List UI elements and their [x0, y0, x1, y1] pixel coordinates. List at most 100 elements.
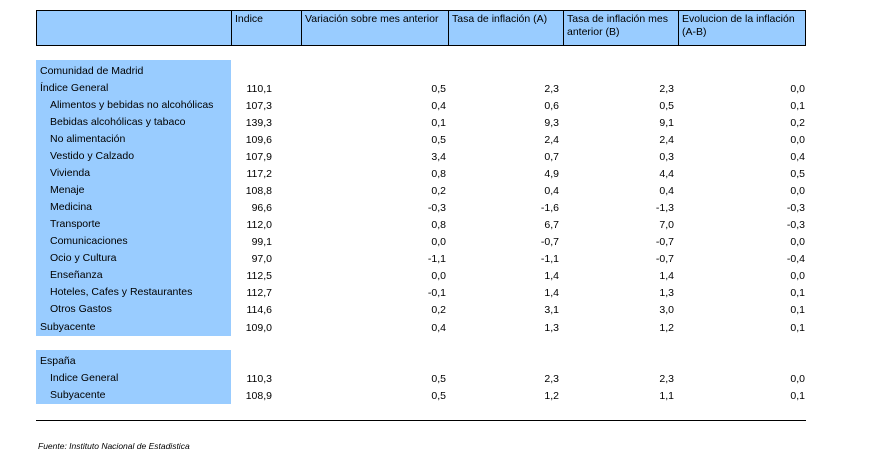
row-value: 0,0 [790, 373, 805, 385]
row-label: Medicina [50, 201, 93, 213]
row-value: 7,0 [659, 219, 674, 231]
row-value: 0,4 [544, 185, 559, 197]
row-value: 2,3 [659, 83, 674, 95]
table-row: Transporte 112,0 0,8 6,7 7,0 -0,3 [36, 216, 806, 233]
row-value: 0,0 [431, 270, 446, 282]
row-label: Vivienda [50, 167, 91, 179]
row-value: 0,1 [790, 287, 805, 299]
section-title: España [36, 353, 806, 370]
header-col-indice: Indice [231, 11, 302, 45]
row-value: 0,4 [431, 322, 446, 334]
row-value: 0,7 [544, 151, 559, 163]
section-title-label: España [40, 355, 76, 367]
row-label: Transporte [50, 218, 101, 230]
table-row: Ocio y Cultura 97,0 -1,1 -1,1 -0,7 -0,4 [36, 250, 806, 267]
row-value: -0,3 [427, 202, 446, 214]
row-value: -0,3 [786, 202, 805, 214]
table-row: Enseñanza 112,5 0,0 1,4 1,4 0,0 [36, 267, 806, 284]
header-col-evolucion: Evolucion de la inflación (A-B) [678, 11, 806, 45]
row-value: 114,6 [246, 304, 273, 316]
row-value: -1,6 [540, 202, 559, 214]
row-value: 1,1 [659, 390, 674, 402]
row-value: 2,3 [659, 373, 674, 385]
table-row: Vestido y Calzado 107,9 3,4 0,7 0,3 0,4 [36, 148, 806, 165]
row-value: 0,0 [790, 134, 805, 146]
row-label: Enseñanza [50, 269, 103, 281]
row-value: 108,9 [245, 390, 272, 402]
row-value: 112,5 [246, 270, 273, 282]
row-value: 112,7 [246, 287, 273, 299]
row-value: -0,1 [427, 287, 446, 299]
table-row: No alimentación 109,6 0,5 2,4 2,4 0,0 [36, 131, 806, 148]
row-value: 3,4 [431, 151, 446, 163]
row-value: 0,6 [544, 100, 559, 112]
row-value: 112,0 [246, 219, 273, 231]
header-col-label [37, 11, 232, 45]
table-row: Otros Gastos 114,6 0,2 3,1 3,0 0,1 [36, 301, 806, 318]
row-value: 110,1 [246, 83, 273, 95]
row-value: 0,5 [659, 100, 674, 112]
row-value: 0,4 [431, 100, 446, 112]
row-value: 107,3 [245, 100, 272, 112]
row-value: 0,0 [431, 236, 446, 248]
row-label: Alimentos y bebidas no alcohólicas [50, 99, 214, 111]
row-value: 0,3 [659, 151, 674, 163]
row-label: Índice General [40, 82, 109, 94]
row-label: Subyacente [50, 389, 106, 401]
row-value: 99,1 [251, 236, 272, 248]
row-value: 0,5 [431, 390, 446, 402]
table-header: Indice Variación sobre mes anterior Tasa… [36, 10, 806, 46]
row-value: 2,4 [659, 134, 674, 146]
row-value: 97,0 [251, 253, 272, 265]
row-value: 117,2 [246, 168, 273, 180]
row-value: 6,7 [544, 219, 559, 231]
row-value: 0,4 [659, 185, 674, 197]
source-note: Fuente: Instituto Nacional de Estadistic… [38, 441, 190, 451]
row-value: -0,4 [786, 253, 805, 265]
row-value: 0,0 [790, 270, 805, 282]
table-row: Índice General 110,1 0,5 2,3 2,3 0,0 [36, 80, 806, 97]
row-value: 0,0 [790, 185, 805, 197]
row-value: 0,4 [790, 151, 805, 163]
row-value: 3,1 [544, 304, 559, 316]
row-value: 2,4 [544, 134, 559, 146]
row-value: 9,3 [544, 117, 559, 129]
row-label: Bebidas alcohólicas y tabaco [50, 116, 186, 128]
header-col-variacion: Variación sobre mes anterior [301, 11, 449, 45]
table-row: Medicina 96,6 -0,3 -1,6 -1,3 -0,3 [36, 199, 806, 216]
table-row: Menaje 108,8 0,2 0,4 0,4 0,0 [36, 182, 806, 199]
row-value: 4,9 [544, 168, 559, 180]
row-value: -1,3 [655, 202, 674, 214]
section-title-label: Comunidad de Madrid [40, 65, 144, 77]
row-value: 2,3 [544, 373, 559, 385]
row-value: -0,7 [540, 236, 559, 248]
table-row: Indice General 110,3 0,5 2,3 2,3 0,0 [36, 370, 806, 387]
row-label: Comunicaciones [50, 235, 128, 247]
row-label: Ocio y Cultura [50, 252, 117, 264]
row-value: 0,5 [431, 373, 446, 385]
row-value: -1,1 [540, 253, 559, 265]
sidebar-band-madrid [36, 60, 231, 336]
row-value: 9,1 [659, 117, 674, 129]
row-value: 1,4 [544, 287, 559, 299]
row-label: Menaje [50, 184, 85, 196]
row-label: Indice General [50, 372, 119, 384]
header-col-tasa-a: Tasa de inflación (A) [448, 11, 564, 45]
row-value: 2,3 [544, 83, 559, 95]
row-value: 0,5 [431, 134, 446, 146]
row-value: 107,9 [245, 151, 272, 163]
table-row: Bebidas alcohólicas y tabaco 139,3 0,1 9,3 9… [36, 114, 806, 131]
row-value: 0,2 [790, 117, 805, 129]
row-value: 109,6 [245, 134, 272, 146]
row-label: Vestido y Calzado [50, 150, 135, 162]
sidebar-band-espana [36, 350, 231, 404]
table-row: Comunicaciones 99,1 0,0 -0,7 -0,7 0,0 [36, 233, 806, 250]
table-row: Subyacente 108,9 0,5 1,2 1,1 0,1 [36, 387, 806, 404]
row-value: 0,0 [790, 236, 805, 248]
row-value: 0,8 [431, 219, 446, 231]
row-value: 0,2 [431, 185, 446, 197]
section-title: Comunidad de Madrid [36, 63, 806, 80]
row-value: 110,3 [246, 373, 273, 385]
row-value: 0,8 [431, 168, 446, 180]
row-value: -0,7 [655, 236, 674, 248]
